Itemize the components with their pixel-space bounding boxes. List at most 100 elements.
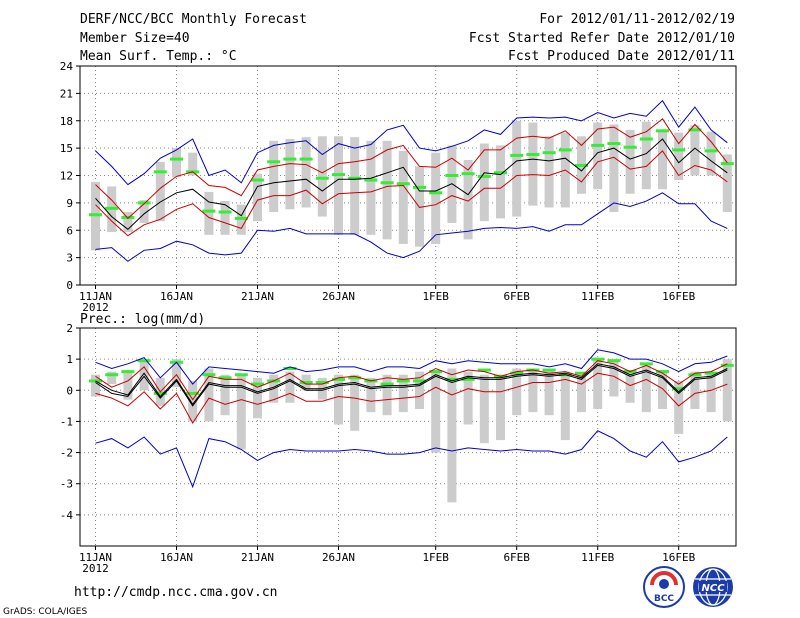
prec-median-mark — [429, 370, 443, 374]
prec-median-mark — [105, 373, 119, 377]
temp-box — [253, 173, 262, 222]
prec-median-mark — [656, 370, 669, 374]
temp-box — [155, 161, 165, 222]
prec-ytick-label: -3 — [60, 478, 73, 491]
prec-box — [609, 359, 619, 397]
prec-box — [139, 359, 149, 391]
prec-xtick-label: 16FEB — [662, 551, 695, 564]
temperature-chart: 0 3 6 9 12 15 18 21 24 11JAN 16JAN 21JAN 26JAN 1FEB 6F… — [60, 60, 737, 314]
prec-box — [447, 368, 457, 503]
temp-box — [528, 122, 538, 206]
temp-median-mark — [494, 171, 507, 175]
temp-median-mark — [251, 178, 264, 182]
prec-series-upper — [95, 360, 728, 401]
prec-median-mark — [704, 371, 718, 375]
prec-xtick-label: 11FEB — [581, 551, 614, 564]
temp-ytick-label: 15 — [60, 142, 73, 155]
prec-xtick-label: 6FEB — [503, 551, 530, 564]
temp-box — [285, 139, 295, 210]
header-title: DERF/NCC/BCC Monthly Forecast — [80, 12, 307, 27]
temp-median-mark — [591, 143, 605, 147]
prec-median-mark — [396, 379, 410, 383]
temp-box — [172, 148, 181, 178]
prec-series-total — [95, 363, 728, 406]
temp-median-mark — [364, 178, 378, 182]
temp-box — [139, 200, 149, 223]
prec-median-mark — [672, 387, 686, 391]
temp-xtick-label: 11JAN — [79, 290, 112, 303]
temp-ytick-label: 0 — [66, 279, 73, 292]
prec-box — [123, 371, 133, 400]
prec-median-mark — [380, 382, 394, 386]
prec-xtick-label: 21JAN — [241, 551, 274, 564]
temp-median-mark — [672, 148, 686, 152]
prec-median-mark — [299, 381, 313, 384]
temp-box — [204, 191, 214, 235]
prec-median-mark — [720, 363, 734, 367]
prec-median-mark — [186, 391, 200, 395]
temp-box — [625, 129, 635, 194]
temp-box — [658, 129, 667, 190]
prec-ytick-label: 2 — [66, 322, 73, 335]
header-variable: Mean Surf. Temp.: °C — [80, 49, 237, 64]
temp-box — [366, 140, 376, 235]
prec-box — [577, 374, 586, 413]
temp-box — [609, 124, 619, 212]
temp-median-mark — [558, 148, 572, 152]
temp-boxes — [89, 120, 734, 251]
temp-box — [641, 121, 651, 190]
prec-box — [560, 371, 570, 441]
temp-ytick-label: 3 — [66, 252, 73, 265]
prec-median-mark — [332, 377, 345, 381]
temp-box — [317, 136, 327, 217]
footer-url[interactable]: http://cmdp.ncc.cma.gov.cn — [74, 585, 278, 600]
temp-median-mark — [315, 176, 329, 180]
prec-ytick-label: 1 — [66, 353, 73, 366]
prec-ytick-label: -1 — [60, 415, 73, 428]
prec-box — [528, 368, 538, 413]
temp-xtick-label: 1FEB — [422, 290, 449, 303]
prec-box — [366, 377, 376, 413]
temp-median-mark — [202, 209, 216, 213]
bcc-logo-text: BCC — [654, 594, 674, 604]
precipitation-chart: -4 -3 -2 -1 0 1 2 11JAN 16JAN 21JAN 26JAN 1FEB 6FEB 1… — [60, 322, 737, 575]
temp-median-mark — [607, 142, 621, 146]
temp-box — [188, 152, 198, 176]
temp-box — [674, 132, 684, 181]
temp-xtick-label: 26JAN — [322, 290, 355, 303]
temp-series-min — [95, 192, 728, 262]
footer-grads: GrADS: COLA/IGES — [3, 607, 87, 617]
ncc-logo: NCC — [693, 567, 733, 607]
temp-box — [722, 154, 732, 212]
prec-box — [334, 374, 343, 425]
temp-median-mark — [542, 151, 556, 155]
prec-series-mean — [95, 364, 728, 407]
prec-box — [398, 374, 408, 413]
temp-median-mark — [332, 173, 345, 177]
prec-box — [204, 368, 214, 422]
prec-box — [350, 374, 360, 431]
temp-median-mark — [413, 185, 426, 189]
prec-median-mark — [688, 373, 702, 377]
temp-box — [382, 140, 392, 240]
temp-box — [398, 150, 408, 244]
header-produced: Fcst Produced Date 2012/01/11 — [508, 49, 735, 64]
temp-median-mark — [348, 176, 362, 180]
temp-box — [334, 136, 343, 235]
prec-series-lower — [95, 372, 728, 424]
ncc-logo-text: NCC — [701, 583, 725, 594]
temp-ytick-label: 9 — [66, 197, 73, 210]
temp-box — [123, 212, 133, 233]
temp-ytick-label: 21 — [60, 87, 73, 100]
prec-box — [512, 368, 522, 416]
prec-median-mark — [477, 368, 491, 372]
temp-box — [512, 120, 522, 217]
temp-median-mark — [267, 160, 281, 164]
temp-median-mark — [688, 128, 702, 132]
prec-year-label: 2012 — [82, 562, 109, 575]
prec-box — [188, 380, 198, 422]
prec-box — [220, 374, 230, 416]
prec-median-mark — [575, 371, 588, 375]
temp-grid — [80, 66, 736, 285]
temp-xtick-label: 6FEB — [503, 290, 530, 303]
